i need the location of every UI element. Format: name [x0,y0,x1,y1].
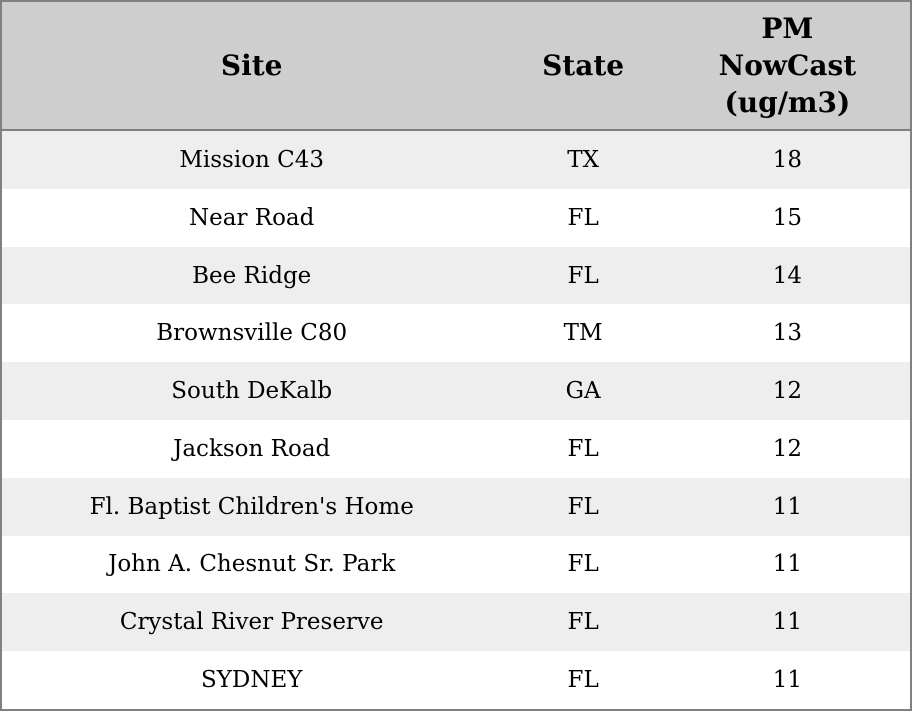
site-cell: Near Road [189,204,315,231]
table-row: Near Road FL 15 [2,188,910,247]
table-row: South DeKalb GA 12 [2,362,910,420]
pm-cell: 11 [772,551,803,578]
header-pm-line-1: PM [761,12,814,45]
header-state: State [501,2,665,131]
table-row: Bee Ridge FL 14 [2,246,910,305]
pm-cell: 12 [772,378,803,405]
table-row: Mission C43 TX 18 [2,130,910,189]
pm-cell: 15 [772,204,803,231]
state-cell: FL [567,204,599,231]
state-cell: FL [567,435,599,462]
site-cell: Crystal River Preserve [119,609,384,636]
state-cell: FL [567,667,599,694]
state-cell: FL [567,493,599,520]
table-row: Crystal River Preserve FL 11 [2,593,910,652]
site-cell: Bee Ridge [192,262,312,289]
table-row: Fl. Baptist Children's Home FL 11 [2,477,910,536]
pm-cell: 18 [772,146,803,173]
state-cell: FL [567,609,599,636]
state-cell: TM [563,320,603,347]
pm-cell: 14 [772,262,803,289]
table-row: Jackson Road FL 12 [2,419,910,478]
pm-cell: 11 [772,609,803,636]
table-body: Mission C43 TX 18 Near Road FL 15 Bee Ri… [2,130,910,709]
state-cell: TX [567,146,599,173]
table-row: John A. Chesnut Sr. Park FL 11 [2,535,910,594]
header-pm-line-2: NowCast [718,49,857,82]
table-row: Brownsville C80 TM 13 [2,304,910,363]
pm-cell: 11 [772,667,803,694]
site-cell: South DeKalb [171,378,333,405]
site-cell: Fl. Baptist Children's Home [89,493,414,520]
pm-cell: 12 [772,435,803,462]
site-cell: Mission C43 [179,146,325,173]
pm-cell: 13 [772,320,803,347]
state-cell: FL [567,551,599,578]
header-pm-line-3: (ug/m3) [724,86,851,119]
site-cell: Jackson Road [173,435,331,462]
site-cell: Brownsville C80 [156,320,348,347]
header-pm-nowcast: PM NowCast (ug/m3) [664,2,910,131]
pm-cell: 11 [772,493,803,520]
table-header: Site State PM NowCast (ug/m3) [2,2,910,131]
site-cell: SYDNEY [200,667,303,694]
header-row: Site State PM NowCast (ug/m3) [2,2,910,131]
state-cell: GA [565,378,601,405]
state-cell: FL [567,262,599,289]
site-cell: John A. Chesnut Sr. Park [108,551,396,578]
table-row: SYDNEY FL 11 [2,651,910,709]
header-site: Site [2,2,502,131]
